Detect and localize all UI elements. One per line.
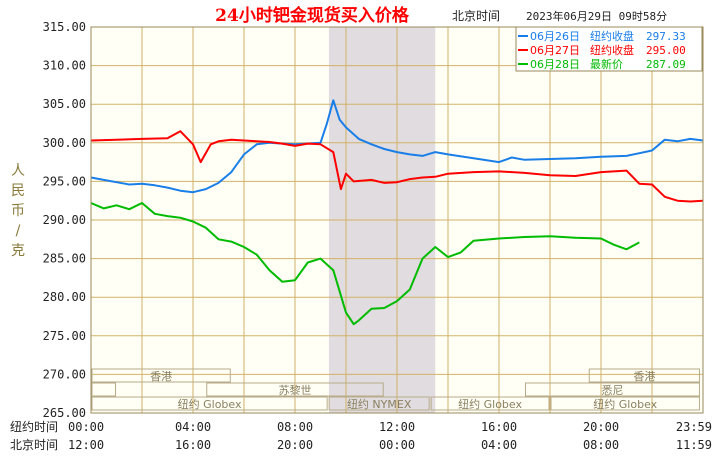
x-row-label-ny: 纽约时间	[10, 419, 58, 434]
session-box	[206, 382, 384, 397]
x-tick-ny: 08:00	[277, 420, 313, 434]
y-tick-label: 295.00	[43, 174, 86, 188]
chart-title: 24小时钯金现货买入价格	[215, 5, 410, 26]
legend-date: 06月26日	[530, 30, 580, 43]
session-box	[525, 382, 700, 397]
session-label: 香港	[633, 370, 655, 383]
session-label: 纽约 Globex	[178, 397, 242, 411]
series-lines	[90, 99, 704, 326]
x-tick-ny: 20:00	[583, 420, 619, 434]
session-label: 悉尼	[601, 384, 623, 397]
legend-label: 纽约收盘	[590, 43, 634, 57]
y-label-char: 币	[11, 203, 25, 219]
y-tick-label: 305.00	[43, 97, 86, 111]
y-tick-label: 315.00	[43, 20, 86, 34]
x-tick-bj: 11:59	[676, 438, 712, 452]
session-box	[550, 396, 700, 411]
x-tick-bj: 12:00	[68, 438, 104, 452]
x-tick-bj: 08:00	[583, 438, 619, 452]
y-label-char: 民	[11, 183, 25, 199]
legend-value: 295.00	[646, 44, 686, 57]
legend: 06月26日 纽约收盘 297.33 06月27日 纽约收盘 295.00 06月28日 最新…	[515, 26, 703, 72]
session-box	[588, 368, 700, 383]
session-box	[91, 382, 116, 397]
x-tick-bj: 04:00	[481, 438, 517, 452]
session-box	[91, 368, 231, 383]
x-tick-bj: 20:00	[277, 438, 313, 452]
x-tick-ny: 12:00	[379, 420, 415, 434]
plot-frame	[90, 26, 704, 414]
y-tick-label: 310.00	[43, 59, 86, 73]
series-line-2	[90, 202, 640, 326]
x-row-label-bj: 北京时间	[10, 438, 58, 452]
legend-value: 287.09	[646, 58, 686, 71]
x-ticks-bj: 12:00 16:00 20:00 00:00 04:00 08:00 11:59	[68, 438, 712, 452]
x-tick-bj: 16:00	[175, 438, 211, 452]
session-label: 苏黎世	[279, 383, 312, 397]
y-label-char: 克	[11, 243, 25, 259]
y-tick-label: 265.00	[43, 406, 86, 420]
y-tick-label: 270.00	[43, 367, 86, 381]
legend-date: 06月27日	[530, 44, 580, 57]
x-tick-ny: 23:59	[676, 420, 712, 434]
x-tick-ny: 16:00	[481, 420, 517, 434]
series-line-0	[90, 99, 704, 194]
session-box	[430, 396, 550, 411]
y-tick-labels: 265.00 270.00 275.00 280.00 285.00 290.00 295.…	[43, 20, 86, 420]
x-ticks-ny: 00:00 04:00 08:00 12:00 16:00 20:00 23:59	[68, 420, 712, 434]
session-box	[328, 396, 430, 411]
x-tick-ny: 00:00	[68, 420, 104, 434]
session-label: 香港	[150, 370, 172, 383]
y-tick-label: 275.00	[43, 329, 86, 343]
legend-label: 最新价	[590, 57, 623, 71]
x-tick-ny: 04:00	[175, 420, 211, 434]
session-label: 纽约 NYMEX	[347, 397, 412, 411]
series-line-1	[90, 130, 704, 203]
y-tick-label: 290.00	[43, 213, 86, 227]
y-label-char: /	[16, 223, 21, 239]
legend-date: 06月28日	[530, 58, 580, 71]
timestamp: 2023年06月29日 09时58分	[526, 9, 667, 23]
session-box	[91, 396, 328, 411]
session-label: 纽约 Globex	[458, 397, 522, 411]
y-tick-label: 285.00	[43, 252, 86, 266]
timezone-label: 北京时间	[452, 9, 500, 23]
y-tick-label: 280.00	[43, 290, 86, 304]
session-label: 纽约 Globex	[593, 397, 657, 411]
y-tick-label: 300.00	[43, 136, 86, 150]
legend-box	[515, 26, 703, 72]
y-axis-label: 人民币 / 克	[11, 163, 25, 259]
x-tick-bj: 00:00	[379, 438, 415, 452]
legend-value: 297.33	[646, 30, 686, 43]
legend-label: 纽约收盘	[590, 29, 634, 43]
y-label-char: 人	[11, 163, 25, 179]
